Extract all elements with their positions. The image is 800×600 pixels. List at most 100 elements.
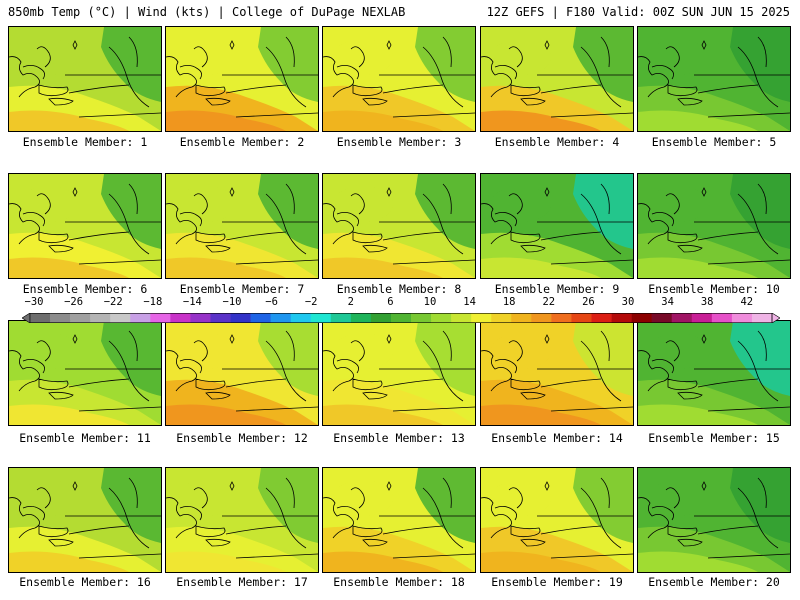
colorbar-graphic <box>21 312 781 324</box>
colorbar-segment <box>70 313 91 323</box>
colorbar-segment <box>290 313 312 323</box>
colorbar-segment <box>511 313 532 323</box>
colorbar-segment <box>50 313 71 323</box>
colorbar-segment <box>270 313 292 323</box>
colorbar-segment <box>431 313 452 323</box>
colorbar-segment <box>551 313 572 323</box>
ensemble-member-label: Ensemble Member: 5 <box>651 135 777 149</box>
ensemble-member-map-13 <box>322 320 476 426</box>
ensemble-member-label: Ensemble Member: 7 <box>179 282 305 296</box>
ensemble-member-label: Ensemble Member: 15 <box>648 431 780 445</box>
colorbar-tick-label: −14 <box>182 296 202 308</box>
ensemble-member-label: Ensemble Member: 13 <box>333 431 465 445</box>
colorbar-tick-label: −18 <box>143 296 163 308</box>
colorbar-tick-label: −26 <box>64 296 84 308</box>
ensemble-member-map-2 <box>165 26 319 132</box>
colorbar-tick-label: −10 <box>222 296 242 308</box>
temperature-field-map <box>638 27 790 131</box>
colorbar-tick-label: −6 <box>265 296 278 308</box>
colorbar-segment <box>411 313 432 323</box>
temperature-field-map <box>323 174 475 278</box>
colorbar-segment <box>531 313 552 323</box>
ensemble-member-map-14 <box>480 320 634 426</box>
ensemble-member-map-8 <box>322 173 476 279</box>
ensemble-member-map-12 <box>165 320 319 426</box>
ensemble-member-map-17 <box>165 467 319 573</box>
colorbar-tick-label: 34 <box>661 296 674 308</box>
colorbar-segment <box>250 313 271 323</box>
temperature-field-map <box>481 174 633 278</box>
temperature-field-map <box>166 321 318 425</box>
colorbar-segment <box>310 313 332 323</box>
temperature-field-map <box>481 468 633 572</box>
colorbar-segment <box>451 313 472 323</box>
colorbar-segment <box>330 313 352 323</box>
temperature-field-map <box>481 321 633 425</box>
colorbar-segment <box>350 313 372 323</box>
colorbar-segment <box>150 313 171 323</box>
ensemble-member-label: Ensemble Member: 18 <box>333 575 465 589</box>
colorbar-segment <box>571 313 592 323</box>
colorbar-tick-label: −30 <box>24 296 44 308</box>
colorbar-segment <box>651 313 673 323</box>
ensemble-member-label: Ensemble Member: 6 <box>22 282 148 296</box>
ensemble-member-label: Ensemble Member: 20 <box>648 575 780 589</box>
ensemble-member-map-19 <box>480 467 634 573</box>
temperature-field-map <box>638 468 790 572</box>
colorbar-tick-label: 22 <box>542 296 556 308</box>
colorbar-segment <box>491 313 512 323</box>
ensemble-member-label: Ensemble Member: 10 <box>648 282 780 296</box>
colorbar-segment <box>210 313 231 323</box>
colorbar-segment <box>110 313 131 323</box>
colorbar-tick-label: 26 <box>582 296 595 308</box>
run-valid-time: 12Z GEFS | F180 Valid: 00Z SUN JUN 15 20… <box>486 5 790 19</box>
ensemble-member-label: Ensemble Member: 1 <box>22 135 148 149</box>
temperature-field-map <box>9 174 161 278</box>
ensemble-member-map-7 <box>165 173 319 279</box>
temperature-field-map <box>166 468 318 572</box>
temperature-field-map <box>638 321 790 425</box>
ensemble-member-label: Ensemble Member: 12 <box>176 431 308 445</box>
ensemble-member-map-16 <box>8 467 162 573</box>
colorbar-segment <box>751 313 773 323</box>
colorbar-min-arrow <box>21 312 31 324</box>
ensemble-member-map-6 <box>8 173 162 279</box>
colorbar-segment <box>130 313 151 323</box>
ensemble-member-map-10 <box>637 173 791 279</box>
temperature-field-map <box>481 27 633 131</box>
colorbar-segment <box>591 313 612 323</box>
temperature-field-map <box>323 27 475 131</box>
ensemble-member-map-18 <box>322 467 476 573</box>
temperature-field-map <box>166 174 318 278</box>
ensemble-member-map-15 <box>637 320 791 426</box>
colorbar-tick-label: 38 <box>700 296 714 308</box>
temperature-field-map <box>638 174 790 278</box>
colorbar-tick-label: −22 <box>103 296 123 308</box>
colorbar-segment <box>671 313 693 323</box>
temperature-field-map <box>9 321 161 425</box>
ensemble-member-label: Ensemble Member: 17 <box>176 575 308 589</box>
ensemble-member-map-9 <box>480 173 634 279</box>
temperature-colorbar <box>21 308 781 324</box>
colorbar-segment <box>711 313 733 323</box>
colorbar-segment <box>90 313 111 323</box>
ensemble-member-label: Ensemble Member: 19 <box>491 575 623 589</box>
temperature-field-map <box>323 321 475 425</box>
colorbar-tick-label: 6 <box>387 296 394 308</box>
ensemble-member-map-1 <box>8 26 162 132</box>
colorbar-tick-label: −2 <box>304 296 318 308</box>
ensemble-member-label: Ensemble Member: 9 <box>494 282 620 296</box>
ensemble-member-map-20 <box>637 467 791 573</box>
ensemble-member-map-11 <box>8 320 162 426</box>
ensemble-member-label: Ensemble Member: 3 <box>336 135 462 149</box>
ensemble-member-map-3 <box>322 26 476 132</box>
ensemble-member-label: Ensemble Member: 14 <box>491 431 623 445</box>
ensemble-member-map-4 <box>480 26 634 132</box>
colorbar-tick-label: 18 <box>502 296 516 308</box>
colorbar-segment <box>170 313 191 323</box>
colorbar-segment <box>731 313 753 323</box>
ensemble-member-label: Ensemble Member: 8 <box>336 282 462 296</box>
colorbar-segment <box>390 313 412 323</box>
temperature-field-map <box>9 468 161 572</box>
colorbar-segment <box>190 313 211 323</box>
